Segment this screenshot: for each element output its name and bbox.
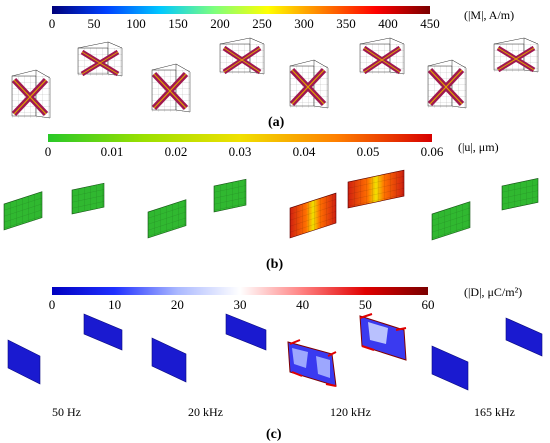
blue-plate-3 <box>151 337 187 383</box>
colorbar-tick-label: 0.06 <box>421 144 444 159</box>
magnet-block-5 <box>289 59 329 109</box>
blue-plate-4 <box>225 313 267 351</box>
blue-plate-1 <box>7 339 41 385</box>
blue-plate-5 <box>431 345 469 391</box>
colorbar-tick-label: 60 <box>422 297 435 312</box>
colorbar-b <box>48 134 432 142</box>
colorbar-tick-label: 300 <box>294 16 314 31</box>
green-plate-3 <box>147 199 187 239</box>
unit-label-b: (|u|, μm) <box>458 140 499 154</box>
frequency-label-4: 165 kHz <box>474 405 515 419</box>
panel-b: 0 0.01 0.02 0.03 0.04 0.05 0.06 (|u|, μm) <box>3 134 539 272</box>
magnet-block-6 <box>359 37 405 75</box>
colorbar-tick-label: 40 <box>296 297 309 312</box>
magnet-block-3 <box>151 63 191 113</box>
magnet-block-7 <box>427 59 467 109</box>
colorbar-tick-label: 400 <box>378 16 398 31</box>
frequency-label-3: 120 kHz <box>330 405 371 419</box>
unit-label-c: (|D|, μC/m²) <box>464 285 522 299</box>
colorbar-tick-label: 20 <box>171 297 184 312</box>
frequency-label-1: 50 Hz <box>52 405 81 419</box>
frequency-label-2: 20 kHz <box>188 405 223 419</box>
colorbar-tick-label: 0.04 <box>293 144 316 159</box>
blue-plate-2 <box>83 313 123 351</box>
colorbar-tick-label: 100 <box>126 16 146 31</box>
red-plate-2 <box>347 169 405 209</box>
colorbar-tick-label: 50 <box>88 16 101 31</box>
colorbar-tick-label: 10 <box>108 297 121 312</box>
green-plate-5 <box>431 201 471 241</box>
colorbar-a <box>52 6 430 14</box>
colorbar-tick-label: 0 <box>49 16 56 31</box>
colorbar-tick-label: 0 <box>49 297 56 312</box>
green-plate-1 <box>3 191 43 231</box>
magnet-block-1 <box>11 69 51 119</box>
colorbar-a-ticks: 0 50 100 150 200 250 300 350 400 450 <box>49 16 440 31</box>
colorbar-tick-label: 0.02 <box>165 144 188 159</box>
colorbar-c-ticks: 0 10 20 30 40 50 60 <box>49 297 435 312</box>
colorbar-tick-label: 450 <box>420 16 440 31</box>
colorbar-c <box>52 287 428 295</box>
green-plate-2 <box>71 182 105 215</box>
green-plate-6 <box>501 177 539 211</box>
magnet-block-8 <box>493 37 539 73</box>
colorbar-tick-label: 30 <box>234 297 247 312</box>
colorbar-tick-label: 0.05 <box>357 144 380 159</box>
green-plate-4 <box>213 178 247 213</box>
panel-label-b: (b) <box>266 257 283 272</box>
colorbar-tick-label: 50 <box>359 297 372 312</box>
red-plate-1 <box>289 192 337 239</box>
colorbar-tick-label: 0.01 <box>101 144 124 159</box>
colorbar-b-ticks: 0 0.01 0.02 0.03 0.04 0.05 0.06 <box>45 144 444 159</box>
colorbar-tick-label: 250 <box>252 16 272 31</box>
colorbar-tick-label: 0 <box>45 144 52 159</box>
magnet-block-2 <box>77 41 123 77</box>
panel-label-a: (a) <box>268 115 285 130</box>
panel-c: 0 10 20 30 40 50 60 (|D|, μC/m²) 50 Hz 20 kHz … <box>7 285 543 442</box>
unit-label-a: (|M|, A/m) <box>464 8 514 22</box>
disturbed-plate-2 <box>359 313 407 361</box>
magnet-block-4 <box>219 37 265 75</box>
panel-label-c: (c) <box>266 427 282 442</box>
colorbar-tick-label: 150 <box>168 16 188 31</box>
panel-a: 0 50 100 150 200 250 300 350 400 450 (|M|, A/m) <box>11 6 539 130</box>
colorbar-tick-label: 0.03 <box>229 144 252 159</box>
blue-plate-6 <box>505 317 543 357</box>
disturbed-plate-1 <box>287 339 337 387</box>
colorbar-tick-label: 350 <box>336 16 356 31</box>
colorbar-tick-label: 200 <box>210 16 230 31</box>
